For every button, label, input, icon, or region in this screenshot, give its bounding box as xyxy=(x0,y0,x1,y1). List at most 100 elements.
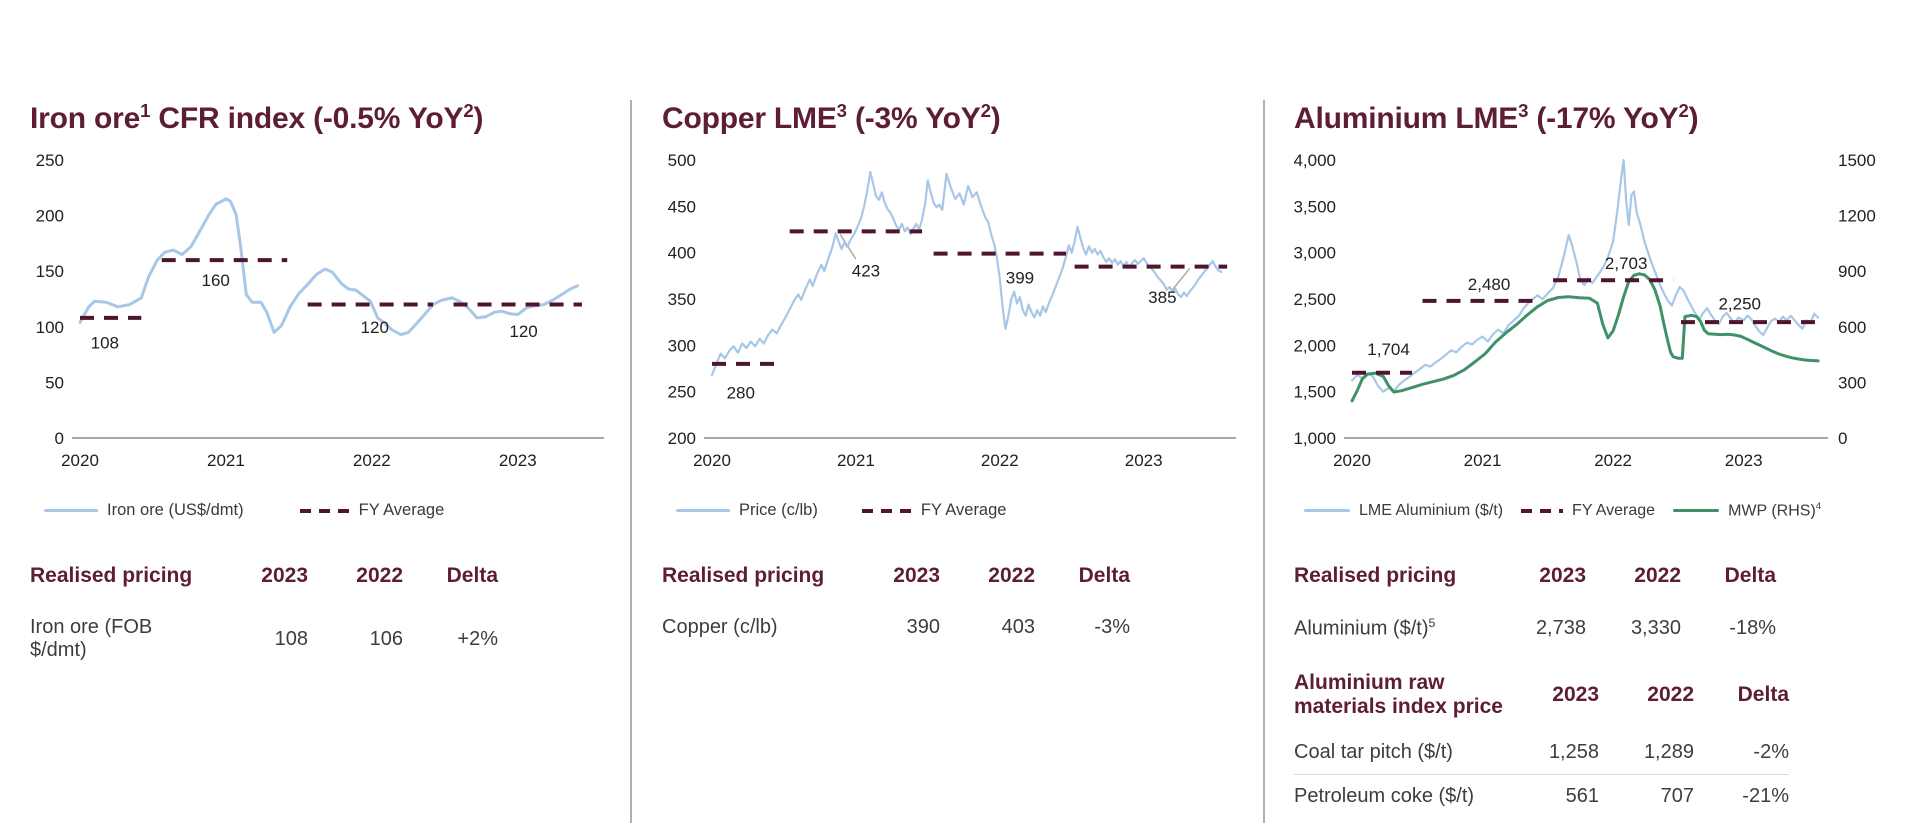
col-header: 2022 xyxy=(356,564,403,587)
y-axis-tick: 250 xyxy=(668,383,696,402)
row-label: Aluminium ($/t)5 xyxy=(1294,616,1436,640)
value-2022: 1,289 xyxy=(1643,740,1694,763)
table-header-row: Aluminium raw materials index price 2023… xyxy=(1294,671,1789,719)
chart-canvas: 1,000 1,500 2,000 2,500 3,000 3,500 4,000 0 300 6… xyxy=(1293,151,1876,470)
y-axis-tick: 200 xyxy=(36,207,64,226)
y-axis-tick: 2,500 xyxy=(1294,290,1336,309)
y2-axis-tick: 900 xyxy=(1838,262,1866,281)
table-row: Coal tar pitch ($/t) 1,258 1,289 -2% xyxy=(1294,741,1789,764)
iron-ore-legend: Iron ore (US$/dmt) FY Average xyxy=(30,501,612,520)
aluminium-legend: LME Aluminium ($/t) FY Average MWP (RHS)… xyxy=(1294,501,1894,520)
col-header: 2022 xyxy=(1647,682,1694,706)
legend-item-price: Price (c/lb) xyxy=(676,501,818,520)
y-axis-tick: 450 xyxy=(668,197,696,216)
y-axis-tick: 1,000 xyxy=(1294,429,1336,448)
label-leader-line xyxy=(1171,267,1191,291)
y-axis-tick: 150 xyxy=(36,262,64,281)
aluminium-title: Aluminium LME3 (-17% YoY2) xyxy=(1294,100,1699,135)
table-header-row: Realised pricing 2023 2022 Delta xyxy=(662,564,1130,588)
copper-pricing-table: Realised pricing 2023 2022 Delta Copper … xyxy=(662,564,1130,639)
value-2023: 561 xyxy=(1565,784,1599,807)
y-axis-tick: 350 xyxy=(668,290,696,309)
col-header: Delta xyxy=(1078,564,1130,587)
legend-label: FY Average xyxy=(1572,501,1656,519)
value-2022: 707 xyxy=(1660,784,1694,807)
fy-average-label: 120 xyxy=(361,318,389,337)
legend-item-fy-average: FY Average xyxy=(861,501,1006,520)
x-axis-tick: 2022 xyxy=(1594,451,1632,470)
fy-average-label: 1,704 xyxy=(1367,340,1410,359)
copper-price-line xyxy=(710,170,1223,377)
value-delta: -21% xyxy=(1742,784,1789,807)
fy-average-label: 399 xyxy=(1006,269,1034,288)
legend-item-fy-average: FY Average xyxy=(299,501,445,520)
dash-swatch-icon xyxy=(861,508,912,513)
y2-axis-tick: 1200 xyxy=(1838,207,1876,226)
y-axis-tick: 200 xyxy=(668,429,696,448)
iron-ore-chart: 0 50 100 150 200 250 2020 2021 2022 2023 108 160 120… xyxy=(30,144,612,481)
iron-ore-title: Iron ore1 CFR index (-0.5% YoY2) xyxy=(30,100,484,135)
x-axis-tick: 2021 xyxy=(1464,451,1502,470)
col-header: 2023 xyxy=(893,564,940,587)
fy-average-label: 120 xyxy=(509,322,537,341)
value-delta: -3% xyxy=(1094,616,1130,638)
col-header: Realised pricing xyxy=(1294,564,1457,588)
row-label: Coal tar pitch ($/t) xyxy=(1294,740,1453,763)
col-header: 2022 xyxy=(988,564,1035,587)
y-axis-tick: 4,000 xyxy=(1294,151,1336,170)
fy-average-label: 2,480 xyxy=(1468,275,1511,294)
y-axis-tick: 500 xyxy=(668,151,696,170)
value-2022: 3,330 xyxy=(1630,617,1681,640)
line-swatch-icon xyxy=(1304,509,1350,513)
fy-average-label: 2,250 xyxy=(1718,295,1761,314)
legend-label: Iron ore (US$/dmt) xyxy=(107,501,244,519)
y2-axis-tick: 1500 xyxy=(1838,151,1876,170)
legend-label: Price (c/lb) xyxy=(739,501,818,519)
row-label: Copper (c/lb) xyxy=(662,616,778,638)
y-axis-tick: 50 xyxy=(45,373,64,392)
x-axis-tick: 2020 xyxy=(1333,451,1371,470)
table-header-row: Realised pricing 2023 2022 Delta xyxy=(30,564,498,588)
x-axis-tick: 2022 xyxy=(981,451,1019,470)
line-swatch-icon xyxy=(44,509,98,512)
y-axis-tick: 1,500 xyxy=(1294,383,1336,402)
fy-average-label: 385 xyxy=(1148,288,1176,307)
legend-item-lme: LME Aluminium ($/t) xyxy=(1304,502,1503,520)
x-axis-tick: 2021 xyxy=(837,451,875,470)
panel-divider-right xyxy=(1263,100,1265,823)
lme-aluminium-line xyxy=(1350,158,1820,393)
col-header: Realised pricing xyxy=(30,564,193,587)
y-axis-tick: 100 xyxy=(36,318,64,337)
y-axis-tick: 2,000 xyxy=(1294,336,1336,355)
x-axis-tick: 2020 xyxy=(693,451,731,470)
legend-label: MWP (RHS)4 xyxy=(1728,501,1822,520)
iron-ore-pricing-table: Realised pricing 2023 2022 Delta Iron or… xyxy=(30,564,498,662)
panel-iron-ore: Iron ore1 CFR index (-0.5% YoY2) 0 50 100 1… xyxy=(30,92,612,662)
col-header: Delta xyxy=(446,564,498,587)
x-axis-tick: 2020 xyxy=(61,451,99,470)
table-header-row: Realised pricing 2023 2022 Delta xyxy=(1294,564,1776,588)
col-header: Aluminium raw materials index price xyxy=(1294,670,1503,718)
value-2023: 108 xyxy=(274,627,308,650)
y-axis-tick: 400 xyxy=(668,244,696,263)
row-divider xyxy=(1294,773,1789,775)
y2-axis-tick: 600 xyxy=(1838,318,1866,337)
fy-average-label: 2,703 xyxy=(1605,254,1648,273)
dash-swatch-icon xyxy=(299,508,350,513)
y-axis-tick: 3,000 xyxy=(1294,244,1336,263)
fy-average-label: 280 xyxy=(727,384,755,403)
table-row: Aluminium ($/t)5 2,738 3,330 -18% xyxy=(1294,616,1776,641)
panel-copper: Copper LME3 (-3% YoY2) 200 250 300 350 400 45… xyxy=(662,92,1244,639)
legend-item-fy-average: FY Average xyxy=(1521,502,1655,520)
value-2023: 1,258 xyxy=(1548,740,1599,763)
y-axis-tick: 3,500 xyxy=(1294,197,1336,216)
value-2022: 106 xyxy=(369,627,403,650)
y-axis-tick: 300 xyxy=(668,336,696,355)
dash-swatch-icon xyxy=(1521,508,1564,513)
chart-canvas: 0 50 100 150 200 250 2020 2021 2022 2023 108 160 120… xyxy=(36,151,604,470)
legend-label: FY Average xyxy=(358,501,445,519)
value-2023: 390 xyxy=(906,616,940,638)
col-header: 2022 xyxy=(1634,564,1681,588)
aluminium-chart: 1,000 1,500 2,000 2,500 3,000 3,500 4,000 0 300 6… xyxy=(1293,144,1894,481)
value-2023: 2,738 xyxy=(1535,617,1586,640)
